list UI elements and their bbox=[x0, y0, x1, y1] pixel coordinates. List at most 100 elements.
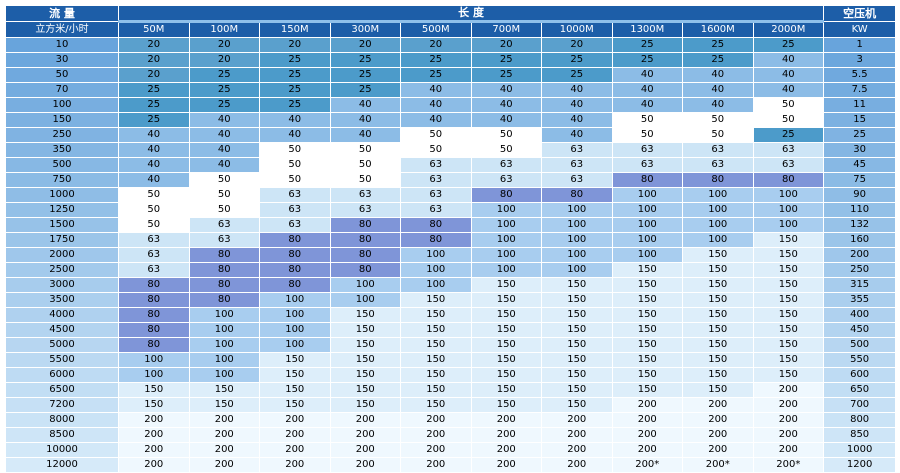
pipe-size-cell: 100 bbox=[329, 277, 401, 293]
pipe-size-cell: 20 bbox=[118, 52, 190, 68]
pipe-size-cell: 100 bbox=[541, 232, 613, 248]
pipe-size-cell: 50 bbox=[682, 127, 754, 143]
table-row: 30 20 20 25 25 25 25 25 25 25 40 3 bbox=[5, 52, 897, 68]
pipe-size-cell: 200 bbox=[259, 457, 331, 473]
pipe-size-cell: 100 bbox=[752, 187, 825, 203]
pipe-size-cell: 150 bbox=[188, 397, 260, 413]
pipe-size-cell: 150 bbox=[400, 352, 472, 368]
pipe-size-cell: 40 bbox=[118, 172, 190, 188]
pipe-size-cell: 100 bbox=[682, 217, 754, 233]
pipe-size-cell: 63 bbox=[752, 142, 825, 158]
pipe-size-cell: 150 bbox=[682, 277, 754, 293]
length-header: 300M bbox=[329, 20, 401, 38]
pipe-size-cell: 63 bbox=[118, 232, 190, 248]
pipe-size-cell: 150 bbox=[682, 352, 754, 368]
pipe-size-cell: 200 bbox=[400, 427, 472, 443]
pipe-size-cell: 80 bbox=[400, 217, 472, 233]
pipe-size-cell: 25 bbox=[188, 67, 260, 83]
pipe-size-cell: 100 bbox=[188, 367, 260, 383]
pipe-size-cell: 63 bbox=[400, 157, 472, 173]
pipe-size-cell: 150 bbox=[752, 292, 825, 308]
length-header: 100M bbox=[188, 20, 260, 38]
table-row: 8500 200 200 200 200 200 200 200 200 200 200 850 bbox=[5, 427, 897, 443]
pipe-size-cell: 200 bbox=[259, 412, 331, 428]
pipe-size-cell: 25 bbox=[259, 97, 331, 113]
pipe-size-cell: 150 bbox=[329, 352, 401, 368]
pipe-size-cell: 150 bbox=[752, 337, 825, 353]
table-row: 250 40 40 40 40 50 50 40 50 50 25 25 bbox=[5, 127, 897, 143]
pipe-size-cell: 150 bbox=[611, 322, 683, 338]
pipe-size-cell: 200* bbox=[682, 457, 754, 473]
table-row: 6500 150 150 150 150 150 150 150 150 150 200 650 bbox=[5, 382, 897, 398]
pipe-size-cell: 150 bbox=[611, 262, 683, 278]
pipe-size-cell: 50 bbox=[259, 157, 331, 173]
kw-cell: 160 bbox=[823, 232, 897, 248]
kw-cell: 3 bbox=[823, 52, 897, 68]
pipe-size-cell: 150 bbox=[682, 292, 754, 308]
table-row: 3000 80 80 80 100 100 150 150 150 150 150 315 bbox=[5, 277, 897, 293]
pipe-size-cell: 100 bbox=[118, 367, 190, 383]
pipe-size-cell: 150 bbox=[541, 367, 613, 383]
pipe-size-cell: 25 bbox=[259, 52, 331, 68]
table-row: 100 25 25 25 40 40 40 40 40 40 50 11 bbox=[5, 97, 897, 113]
pipe-size-cell: 100 bbox=[752, 217, 825, 233]
pipe-size-cell: 150 bbox=[259, 352, 331, 368]
pipe-size-cell: 40 bbox=[611, 67, 683, 83]
table-row: 立方米/小时 50M 100M 150M 300M 500M 700M 1000M 1300M 1… bbox=[5, 20, 897, 38]
pipe-size-cell: 150 bbox=[611, 307, 683, 323]
pipe-size-cell: 200 bbox=[611, 427, 683, 443]
pipe-size-cell: 50 bbox=[611, 127, 683, 143]
pipe-size-cell: 80 bbox=[259, 262, 331, 278]
length-header: 1600M bbox=[682, 20, 754, 38]
pipe-size-cell: 40 bbox=[400, 82, 472, 98]
flow-cell: 3500 bbox=[5, 292, 119, 308]
pipe-size-cell: 80 bbox=[329, 232, 401, 248]
pipe-size-cell: 25 bbox=[188, 82, 260, 98]
kw-cell: 25 bbox=[823, 127, 897, 143]
table-row: 5500 100 100 150 150 150 150 150 150 150 150 550 bbox=[5, 352, 897, 368]
pipe-size-cell: 150 bbox=[611, 367, 683, 383]
pipe-size-cell: 40 bbox=[259, 112, 331, 128]
table-row: 1000 50 50 63 63 63 80 80 100 100 100 90 bbox=[5, 187, 897, 203]
pipe-size-cell: 50 bbox=[118, 187, 190, 203]
kw-cell: 15 bbox=[823, 112, 897, 128]
flow-cell: 10000 bbox=[5, 442, 119, 458]
kw-cell: 250 bbox=[823, 262, 897, 278]
compressor-unit: KW bbox=[823, 21, 897, 38]
flow-cell: 4000 bbox=[5, 307, 119, 323]
pipe-size-cell: 150 bbox=[682, 382, 754, 398]
pipe-size-cell: 40 bbox=[682, 97, 754, 113]
pipe-size-cell: 25 bbox=[188, 97, 260, 113]
kw-cell: 90 bbox=[823, 187, 897, 203]
pipe-size-cell: 150 bbox=[259, 367, 331, 383]
pipe-size-cell: 150 bbox=[682, 307, 754, 323]
pipe-size-cell: 200 bbox=[611, 442, 683, 458]
pipe-size-cell: 200 bbox=[752, 412, 825, 428]
pipe-size-cell: 25 bbox=[259, 82, 331, 98]
pipe-size-cell: 150 bbox=[752, 307, 825, 323]
pipe-size-cell: 80 bbox=[188, 247, 260, 263]
pipe-size-cell: 40 bbox=[188, 142, 260, 158]
kw-cell: 850 bbox=[823, 427, 897, 443]
pipe-size-cell: 150 bbox=[259, 382, 331, 398]
flow-cell: 750 bbox=[5, 172, 119, 188]
pipe-size-cell: 40 bbox=[329, 127, 401, 143]
pipe-size-cell: 63 bbox=[682, 157, 754, 173]
pipe-size-cell: 150 bbox=[611, 382, 683, 398]
pipe-size-cell: 200 bbox=[752, 397, 825, 413]
pipe-size-cell: 200 bbox=[682, 427, 754, 443]
pipe-size-cell: 63 bbox=[400, 172, 472, 188]
pipe-size-cell: 100 bbox=[541, 247, 613, 263]
pipe-size-cell: 200 bbox=[541, 442, 613, 458]
pipe-size-cell: 40 bbox=[682, 67, 754, 83]
flow-cell: 30 bbox=[5, 52, 119, 68]
pipe-size-cell: 150 bbox=[400, 337, 472, 353]
pipe-size-cell: 100 bbox=[611, 217, 683, 233]
pipe-size-cell: 20 bbox=[188, 37, 260, 53]
pipe-size-cell: 63 bbox=[541, 157, 613, 173]
pipe-size-cell: 150 bbox=[752, 322, 825, 338]
pipe-size-cell: 25 bbox=[329, 67, 401, 83]
pipe-size-cell: 20 bbox=[118, 37, 190, 53]
table-row: 1500 50 63 63 80 80 100 100 100 100 100 132 bbox=[5, 217, 897, 233]
pipe-size-cell: 40 bbox=[188, 112, 260, 128]
